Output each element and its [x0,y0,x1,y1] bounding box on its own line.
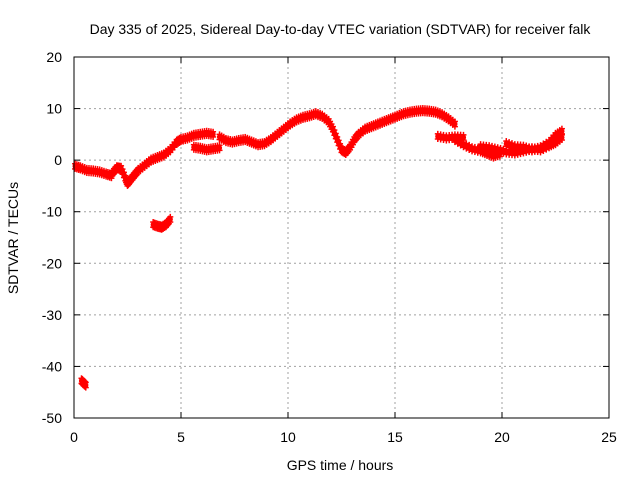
y-tick-label: 10 [46,101,62,117]
data-point [79,163,86,175]
data-point [82,379,89,391]
data-series [72,105,565,391]
y-tick-label: -40 [42,358,62,374]
data-point [210,128,217,140]
y-tick-label: 20 [46,49,62,65]
x-tick-label: 0 [70,429,78,445]
data-point [167,213,174,226]
x-tick-label: 10 [280,429,296,445]
y-tick-label: -20 [42,255,62,271]
series-segment [435,133,467,141]
series-segment [503,128,565,153]
plot-frame [73,56,610,419]
y-axis-label: SDTVAR / TECUs [5,182,21,294]
x-axis-label: GPS time / hours [287,457,394,473]
x-tick-label: 25 [601,429,617,445]
data-point [314,109,321,121]
data-point [508,140,515,152]
axis-ticks: 0 5 10 15 20 25 20 10 0 -10 -20 -30 -40 -50 [42,49,617,445]
data-point [81,164,88,176]
data-point [503,138,510,150]
x-tick-label: 5 [177,429,185,445]
y-tick-label: -10 [42,204,62,220]
x-tick-label: 15 [387,429,403,445]
data-point [506,139,513,151]
data-point [451,118,458,130]
x-tick-label: 20 [494,429,510,445]
data-point [216,131,223,143]
data-point [216,142,223,154]
data-point [526,143,533,155]
grid-lines [74,57,609,418]
chart-title: Day 335 of 2025, Sidereal Day-to-day VTE… [90,21,592,37]
y-tick-label: -50 [42,410,62,426]
y-tick-label: 0 [54,152,62,168]
data-point [520,141,527,153]
data-point [558,125,565,137]
y-tick-label: -30 [42,307,62,323]
data-point [523,142,530,154]
